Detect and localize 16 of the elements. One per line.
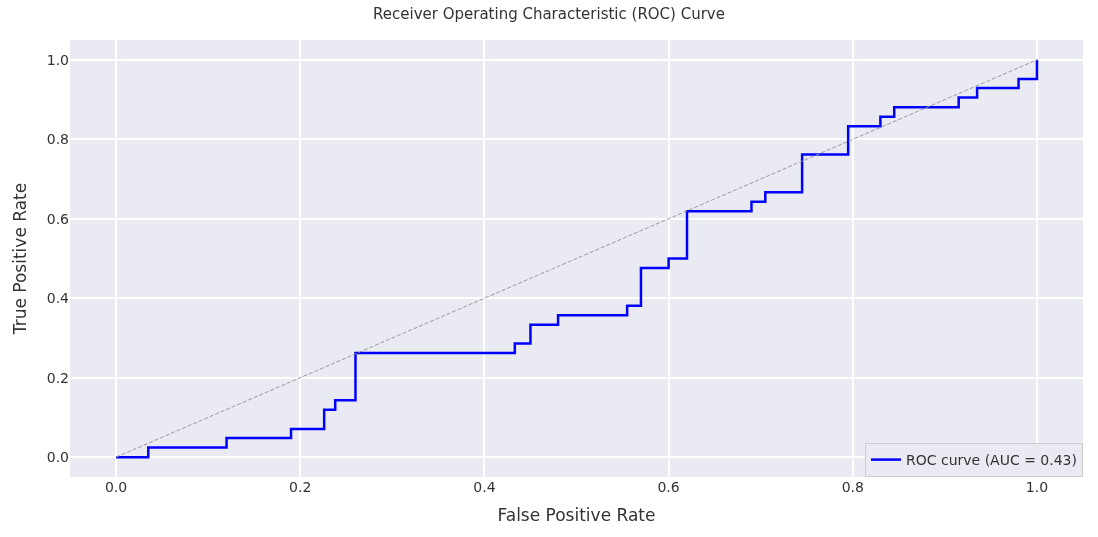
chart-title: Receiver Operating Characteristic (ROC) Curve <box>373 4 725 23</box>
y-tick-label: 0.6 <box>46 210 70 227</box>
x-tick-label: 0.6 <box>657 479 680 495</box>
x-tick-label: 0.0 <box>104 479 128 495</box>
y-tick-label: 0.4 <box>46 290 70 307</box>
y-tick-label: 0.2 <box>46 369 69 386</box>
x-tick-label: 0.4 <box>473 479 496 495</box>
legend-label: ROC curve (AUC = 0.43) <box>906 452 1077 469</box>
x-tick-label: 1.0 <box>1025 479 1049 495</box>
y-tick-label: 0.8 <box>46 131 69 148</box>
y-tick-label: 0.0 <box>46 449 69 466</box>
y-axis-title: True Positive Rate <box>10 182 31 336</box>
x-tick-label: 0.2 <box>289 479 312 495</box>
x-tick-label: 0.8 <box>841 479 864 495</box>
x-axis-title: False Positive Rate <box>497 505 656 526</box>
y-tick-label: 1.0 <box>46 51 69 68</box>
